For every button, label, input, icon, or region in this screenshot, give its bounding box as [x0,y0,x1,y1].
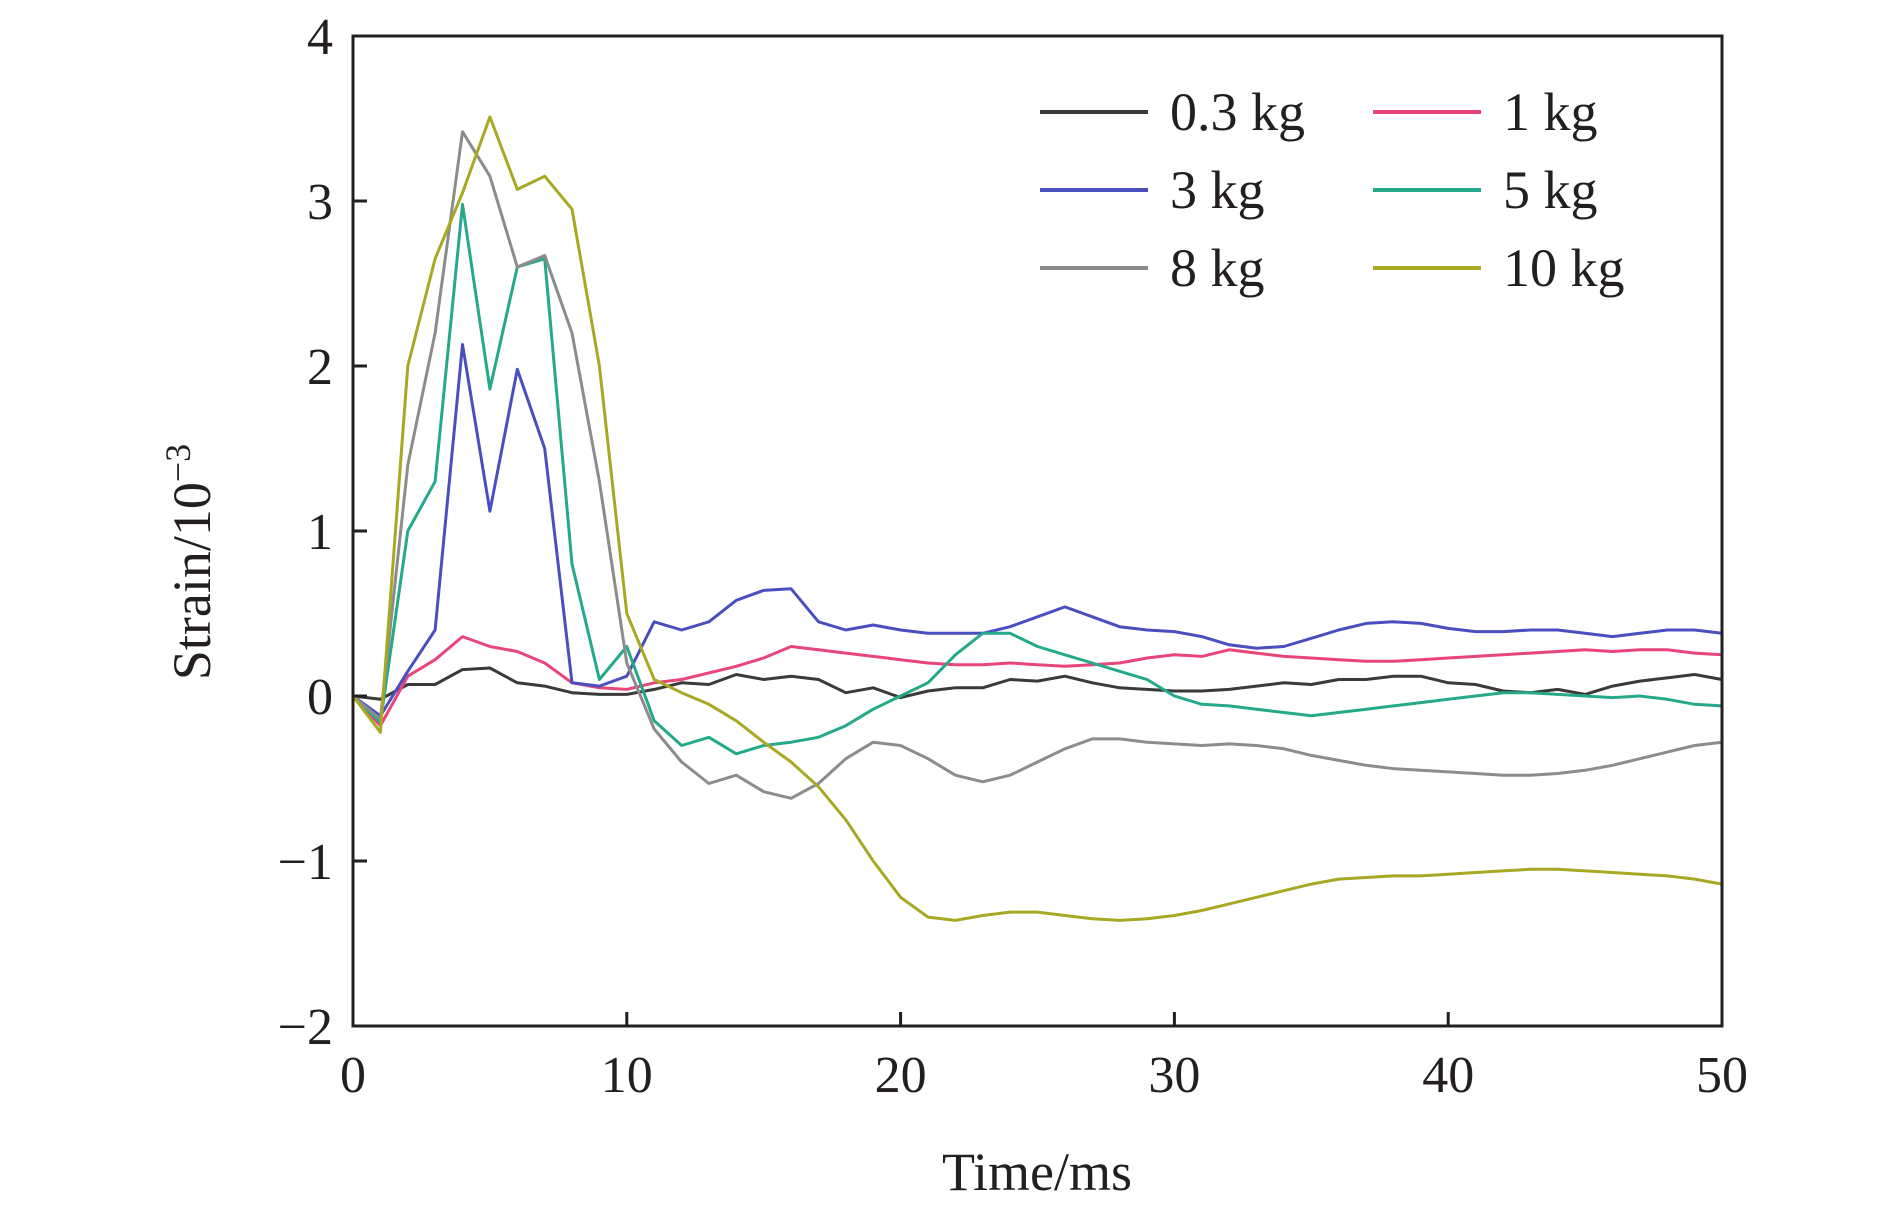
y-tick-label: −2 [278,999,333,1056]
x-tick-label: 0 [340,1047,366,1104]
y-axis-title: Strain/10−3 [158,444,222,680]
y-tick-label: 0 [307,669,333,726]
legend-label-5: 10 kg [1503,238,1625,298]
series-line-5 [351,115,1724,922]
plot-frame [351,34,1724,1028]
legend-label-0: 0.3 kg [1170,82,1305,142]
y-axis-title-base: Strain/10 [162,482,222,680]
series-line-3 [351,202,1724,756]
x-tick-label: 10 [601,1047,653,1104]
x-tick-label: 40 [1422,1047,1474,1104]
y-axis-title-exponent: −3 [158,444,198,482]
y-tick-label: 4 [307,9,333,66]
series-line-2 [351,343,1724,718]
x-tick-label: 30 [1148,1047,1200,1104]
legend-label-3: 5 kg [1503,160,1598,220]
series-line-4 [351,130,1724,800]
y-tick-label: 3 [307,174,333,231]
y-tick-label: 1 [307,504,333,561]
legend-label-1: 1 kg [1503,82,1598,142]
legend-label-4: 8 kg [1170,238,1265,298]
x-tick-label: 50 [1696,1047,1748,1104]
x-tick-label: 20 [875,1047,927,1104]
legend-label-2: 3 kg [1170,160,1265,220]
y-tick-label: 2 [307,339,333,396]
x-axis-title: Time/ms [942,1142,1132,1202]
y-tick-label: −1 [278,834,333,891]
series-line-0 [351,666,1724,701]
